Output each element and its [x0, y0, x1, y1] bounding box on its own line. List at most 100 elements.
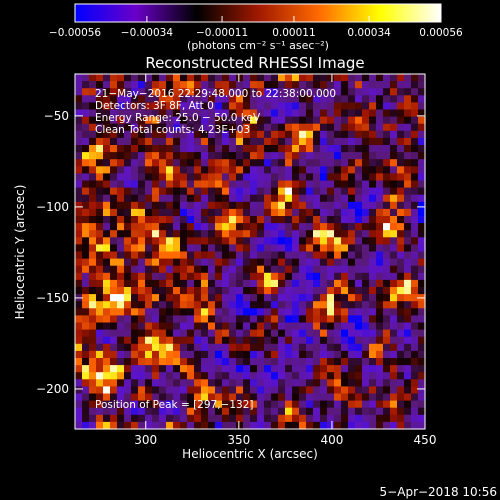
heatmap-cell	[320, 81, 328, 89]
heatmap-cell	[173, 251, 181, 260]
heatmap-cell	[250, 116, 258, 125]
heatmap-cell	[341, 145, 349, 153]
heatmap-cell	[89, 336, 97, 345]
heatmap-cell	[418, 251, 426, 260]
heatmap-cell	[390, 173, 398, 182]
heatmap-cell	[159, 116, 167, 125]
heatmap-cell	[215, 180, 223, 189]
heatmap-cell	[152, 414, 160, 423]
heatmap-cell	[194, 343, 202, 352]
heatmap-cell	[341, 294, 349, 302]
heatmap-cell	[418, 393, 426, 402]
heatmap-cell	[180, 358, 188, 366]
heatmap-cell	[180, 350, 188, 359]
heatmap-cell	[75, 400, 83, 409]
heatmap-cell	[376, 308, 384, 316]
heatmap-cell	[299, 173, 307, 182]
heatmap-cell	[215, 159, 223, 167]
heatmap-cell	[355, 137, 363, 146]
heatmap-cell	[397, 194, 405, 203]
heatmap-cell	[264, 343, 272, 352]
heatmap-cell	[236, 152, 244, 160]
heatmap-cell	[306, 258, 314, 267]
heatmap-cell	[75, 230, 83, 238]
heatmap-cell	[145, 152, 153, 160]
heatmap-cell	[117, 251, 125, 260]
heatmap-cell	[411, 173, 419, 182]
heatmap-cell	[166, 279, 174, 288]
heatmap-cell	[299, 223, 307, 231]
heatmap-cell	[229, 102, 237, 111]
heatmap-cell	[103, 237, 111, 245]
heatmap-cell	[117, 223, 125, 231]
heatmap-cell	[271, 407, 279, 416]
heatmap-cell	[89, 223, 97, 231]
heatmap-image	[75, 74, 426, 430]
heatmap-cell	[215, 251, 223, 260]
heatmap-cell	[264, 123, 272, 132]
heatmap-cell	[215, 322, 223, 331]
heatmap-cell	[145, 102, 153, 111]
heatmap-cell	[250, 137, 258, 146]
heatmap-cell	[411, 180, 419, 189]
heatmap-cell	[404, 350, 412, 359]
heatmap-cell	[411, 336, 419, 345]
heatmap-cell	[229, 329, 237, 338]
heatmap-cell	[222, 159, 230, 167]
heatmap-cell	[271, 237, 279, 245]
heatmap-cell	[292, 145, 300, 153]
heatmap-cell	[327, 265, 335, 274]
heatmap-cell	[131, 116, 139, 125]
heatmap-cell	[96, 336, 104, 345]
heatmap-cell	[369, 329, 377, 338]
heatmap-cell	[82, 421, 90, 430]
heatmap-cell	[418, 265, 426, 274]
heatmap-cell	[103, 166, 111, 174]
colorbar-tick-label: 0.00034	[347, 27, 391, 39]
heatmap-cell	[355, 379, 363, 387]
heatmap-cell	[166, 329, 174, 338]
heatmap-cell	[194, 194, 202, 203]
heatmap-cell	[327, 358, 335, 366]
heatmap-cell	[404, 287, 412, 295]
heatmap-cell	[117, 194, 125, 203]
heatmap-cell	[376, 279, 384, 288]
heatmap-cell	[229, 414, 237, 423]
heatmap-cell	[362, 421, 370, 430]
heatmap-cell	[285, 421, 293, 430]
heatmap-cell	[89, 350, 97, 359]
heatmap-cell	[250, 400, 258, 409]
heatmap-cell	[257, 109, 265, 118]
heatmap-cell	[313, 223, 321, 231]
heatmap-cell	[110, 208, 118, 217]
heatmap-cell	[334, 251, 342, 260]
heatmap-cell	[201, 279, 209, 288]
heatmap-cell	[89, 116, 97, 125]
heatmap-cell	[110, 350, 118, 359]
heatmap-cell	[124, 322, 132, 331]
heatmap-cell	[327, 145, 335, 153]
heatmap-cell	[173, 166, 181, 174]
heatmap-cell	[215, 81, 223, 89]
heatmap-cell	[145, 336, 153, 345]
heatmap-cell	[313, 358, 321, 366]
heatmap-cell	[292, 287, 300, 295]
heatmap-cell	[278, 414, 286, 423]
heatmap-cell	[250, 159, 258, 167]
heatmap-cell	[229, 152, 237, 160]
heatmap-cell	[75, 251, 83, 260]
heatmap-cell	[369, 272, 377, 281]
heatmap-cell	[271, 336, 279, 345]
heatmap-cell	[89, 372, 97, 380]
heatmap-cell	[376, 343, 384, 352]
heatmap-cell	[145, 208, 153, 217]
heatmap-cell	[166, 407, 174, 416]
heatmap-cell	[194, 365, 202, 373]
heatmap-cell	[264, 216, 272, 224]
heatmap-cell	[327, 74, 335, 82]
heatmap-cell	[306, 322, 314, 331]
heatmap-cell	[194, 386, 202, 395]
heatmap-cell	[348, 350, 356, 359]
heatmap-cell	[131, 393, 139, 402]
heatmap-cell	[348, 244, 356, 253]
